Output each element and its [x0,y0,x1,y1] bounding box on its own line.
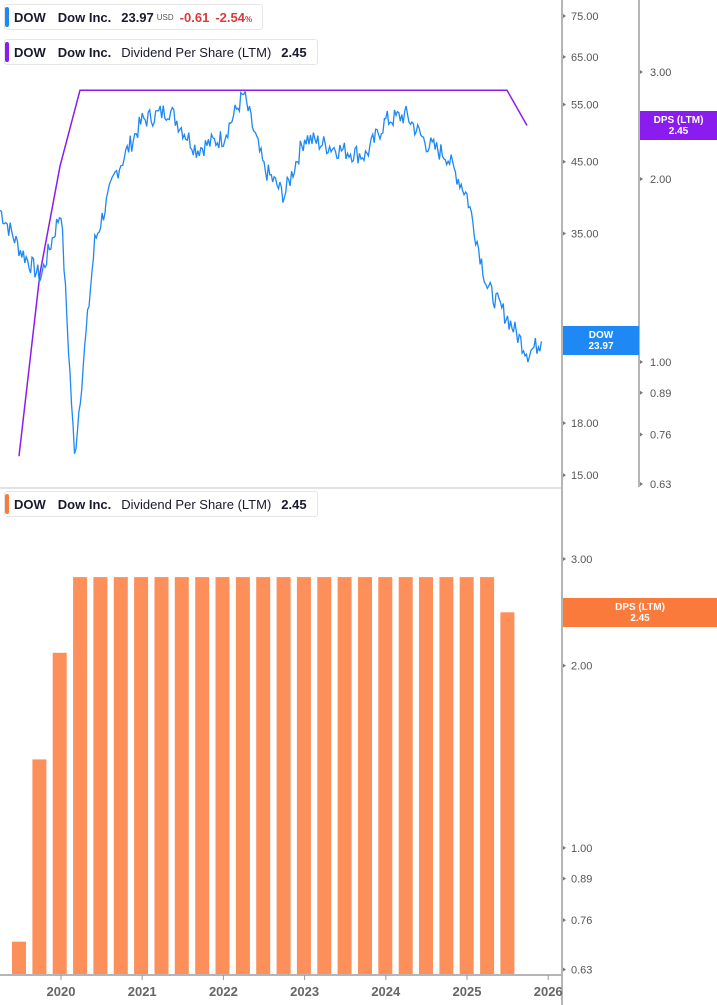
dps-bar[interactable] [73,577,88,975]
year-label: 2026 [534,984,563,999]
dps-bar[interactable] [500,612,515,975]
dps-line [18,89,528,457]
legend-color-swatch [5,494,9,514]
x-axis: 2020 2021 2022 2023 2024 2025 2026 [47,975,563,999]
price-tick-label: 75.00 [571,11,599,23]
year-label: 2020 [47,984,76,999]
dps-tick-label: 0.63 [650,479,671,491]
legend-price-value: 23.97 [121,9,154,25]
price-tick-label: 65.00 [571,52,599,64]
year-label: 2021 [128,984,157,999]
dps-bar[interactable] [398,577,413,975]
dps-axis-top: 3.00 2.00 1.00 0.89 0.76 0.63 [640,67,671,491]
legend-company-name: Dow Inc. [57,9,112,25]
dps-bar[interactable] [296,577,311,975]
legend-price-change-pct: -2.54% [215,9,253,25]
legend-color-swatch [5,7,9,27]
year-label: 2023 [290,984,319,999]
dps-bar[interactable] [337,577,352,975]
dps-bar[interactable] [113,577,128,975]
dps-bar[interactable] [459,577,474,975]
dps-tick-label: 0.63 [571,964,592,976]
dps-value-tag-top: DPS (LTM) 2.45 [640,111,717,140]
dps-bar[interactable] [480,577,495,975]
legend-ticker: DOW [14,496,46,512]
price-value-tag: DOW 23.97 [563,326,639,355]
dps-bar[interactable] [358,577,372,975]
dps-bar[interactable] [174,577,189,975]
legend-company-name: Dow Inc. [57,44,112,60]
dps-axis-bottom: 3.00 2.00 1.00 0.89 0.76 0.63 [563,554,592,976]
dps-tick-label: 3.00 [650,67,671,79]
dps-bar[interactable] [154,577,169,975]
year-label: 2025 [453,984,482,999]
dps-bar[interactable] [276,577,291,975]
dps-bar[interactable] [215,577,230,975]
dps-bar[interactable] [317,577,332,975]
year-label: 2024 [371,984,401,999]
dps-tick-label: 3.00 [571,554,592,566]
legend-company-name: Dow Inc. [57,496,112,512]
dps-bar[interactable] [12,941,26,975]
dps-bar[interactable] [52,652,67,975]
dps-tick-label: 1.00 [650,357,671,369]
legend-ticker: DOW [14,44,46,60]
dps-tick-label: 0.89 [571,874,592,886]
legend-price-change: -0.61 [179,9,210,25]
dps-bar[interactable] [378,577,393,975]
legend-metric: Dividend Per Share (LTM) [121,44,272,60]
dps-bar[interactable] [134,577,149,975]
legend-ticker: DOW [14,9,46,25]
price-tick-label: 45.00 [571,157,599,169]
dps-tick-label: 0.89 [650,388,671,400]
dps-bar[interactable] [32,759,47,975]
dps-bars [12,577,515,975]
legend-dps-top[interactable]: DOW Dow Inc. Dividend Per Share (LTM) 2.… [4,39,318,65]
dps-tick-label: 2.00 [571,661,592,673]
dps-value-tag-bottom: DPS (LTM) 2.45 [563,598,717,627]
price-tick-label: 55.00 [571,99,599,111]
price-tick-label: 18.00 [571,418,599,430]
dps-tick-label: 0.76 [650,429,671,441]
legend-metric-value: 2.45 [281,496,307,512]
dps-bar[interactable] [256,577,271,975]
dps-tick-label: 1.00 [571,843,592,855]
dps-bar[interactable] [439,577,454,975]
legend-color-swatch [5,42,9,62]
legend-currency: USD [156,12,174,22]
year-label: 2022 [209,984,238,999]
legend-metric: Dividend Per Share (LTM) [121,496,272,512]
dps-bar[interactable] [235,577,250,975]
dps-bar[interactable] [195,577,210,975]
price-tick-label: 15.00 [571,470,599,482]
legend-price[interactable]: DOW Dow Inc. 23.97 USD -0.61 -2.54% [4,4,264,30]
price-tick-label: 35.00 [571,228,599,240]
dps-bar[interactable] [93,577,108,975]
dps-bar[interactable] [419,577,433,975]
dps-tick-label: 0.76 [571,915,592,927]
legend-metric-value: 2.45 [281,44,307,60]
dps-tick-label: 2.00 [650,174,671,186]
price-line [0,89,543,454]
legend-dps-bottom[interactable]: DOW Dow Inc. Dividend Per Share (LTM) 2.… [4,491,318,517]
